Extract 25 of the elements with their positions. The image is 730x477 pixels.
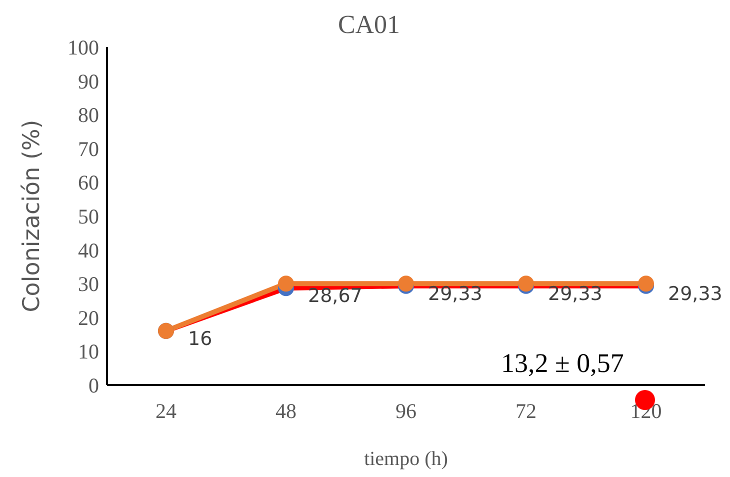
data-label: 28,67 <box>308 285 362 308</box>
data-label: 29,33 <box>548 282 602 305</box>
y-tick-label: 40 <box>78 238 99 262</box>
y-tick-label: 90 <box>78 69 99 94</box>
x-tick-label: 72 <box>516 398 536 423</box>
y-tick-label: 10 <box>78 340 99 364</box>
y-tick-label: 50 <box>78 204 99 228</box>
point <box>278 276 294 292</box>
y-tick-label: 70 <box>78 136 99 161</box>
x-tick-label: 48 <box>276 398 296 423</box>
data-label: 16 <box>188 328 212 350</box>
chart-title: CA01 <box>338 10 400 39</box>
y-axis-title: Colonización (%) <box>19 120 45 312</box>
x-axis-title: tiempo (h) <box>364 448 448 470</box>
y-tick-label: 0 <box>88 373 99 398</box>
y-tick-label: 60 <box>78 170 99 195</box>
x-tick-label: 96 <box>396 398 416 423</box>
data-label: 29,33 <box>428 282 482 305</box>
data-label: 29,33 <box>668 282 722 305</box>
y-tick-label: 20 <box>78 306 99 330</box>
y-tick-label: 30 <box>78 272 99 296</box>
annotation: 13,2 ± 0,57 <box>501 348 624 379</box>
y-tick-label: 100 <box>68 35 99 60</box>
y-tick-label: 80 <box>78 103 99 128</box>
x-tick-label: 24 <box>156 398 177 423</box>
